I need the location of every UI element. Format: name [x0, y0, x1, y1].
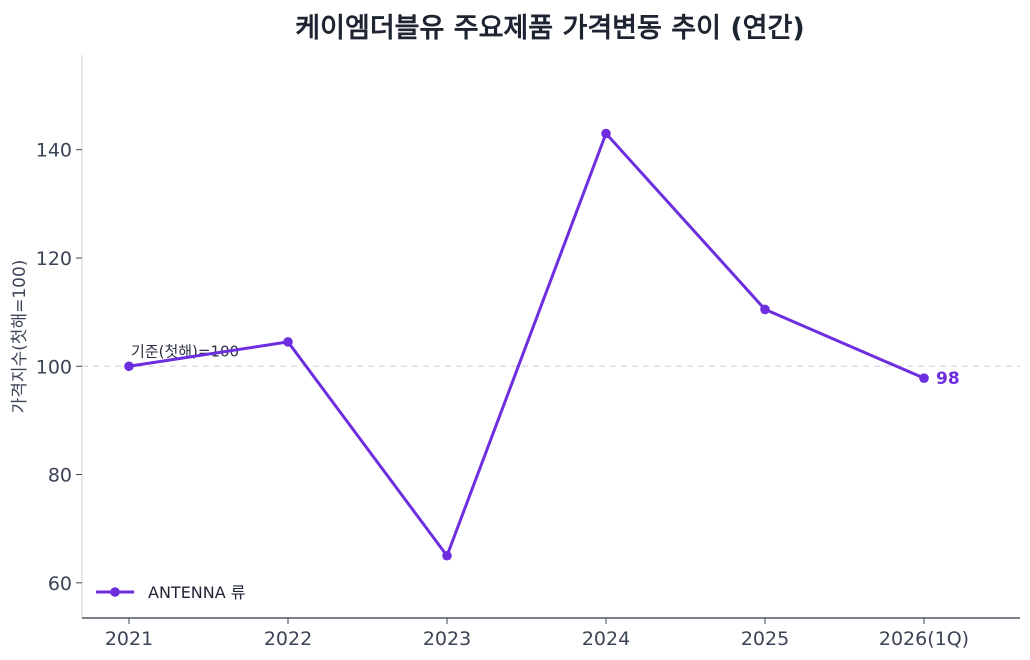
series-layer: 98	[124, 128, 960, 561]
x-tick-label: 2021	[105, 628, 153, 650]
y-tick-label: 140	[36, 140, 72, 162]
legend-label: ANTENNA 류	[148, 583, 246, 602]
chart-title: 케이엠더블유 주요제품 가격변동 추이 (연간)	[295, 13, 805, 44]
data-point	[124, 361, 134, 372]
y-tick-label: 100	[36, 356, 72, 378]
axes: 60 80 100 120 140 2021 2022 2023 2024 2025 2026(1Q…	[10, 55, 1020, 650]
y-tick-label: 120	[36, 248, 72, 270]
data-point	[283, 337, 293, 347]
data-point	[760, 304, 770, 315]
x-tick-label: 2024	[582, 628, 630, 650]
x-tick-label: 2022	[264, 628, 312, 650]
x-tick-label: 2026(1Q)	[879, 628, 969, 650]
y-axis-label: 가격지수(첫해=100)	[10, 260, 30, 414]
data-point	[442, 550, 452, 561]
data-point	[919, 373, 929, 383]
legend-marker	[110, 587, 120, 597]
baseline-annotation: 기준(첫해)=100	[131, 342, 239, 360]
series-line	[128, 131, 925, 558]
y-tick-label: 80	[48, 465, 72, 487]
end-value-label: 98	[936, 369, 960, 389]
y-tick-label: 60	[48, 573, 72, 595]
data-point	[601, 128, 611, 139]
x-tick-label: 2023	[423, 628, 471, 650]
baseline-layer: 기준(첫해)=100	[82, 342, 1020, 367]
x-tick-label: 2025	[741, 628, 789, 650]
legend: ANTENNA 류	[96, 583, 246, 602]
